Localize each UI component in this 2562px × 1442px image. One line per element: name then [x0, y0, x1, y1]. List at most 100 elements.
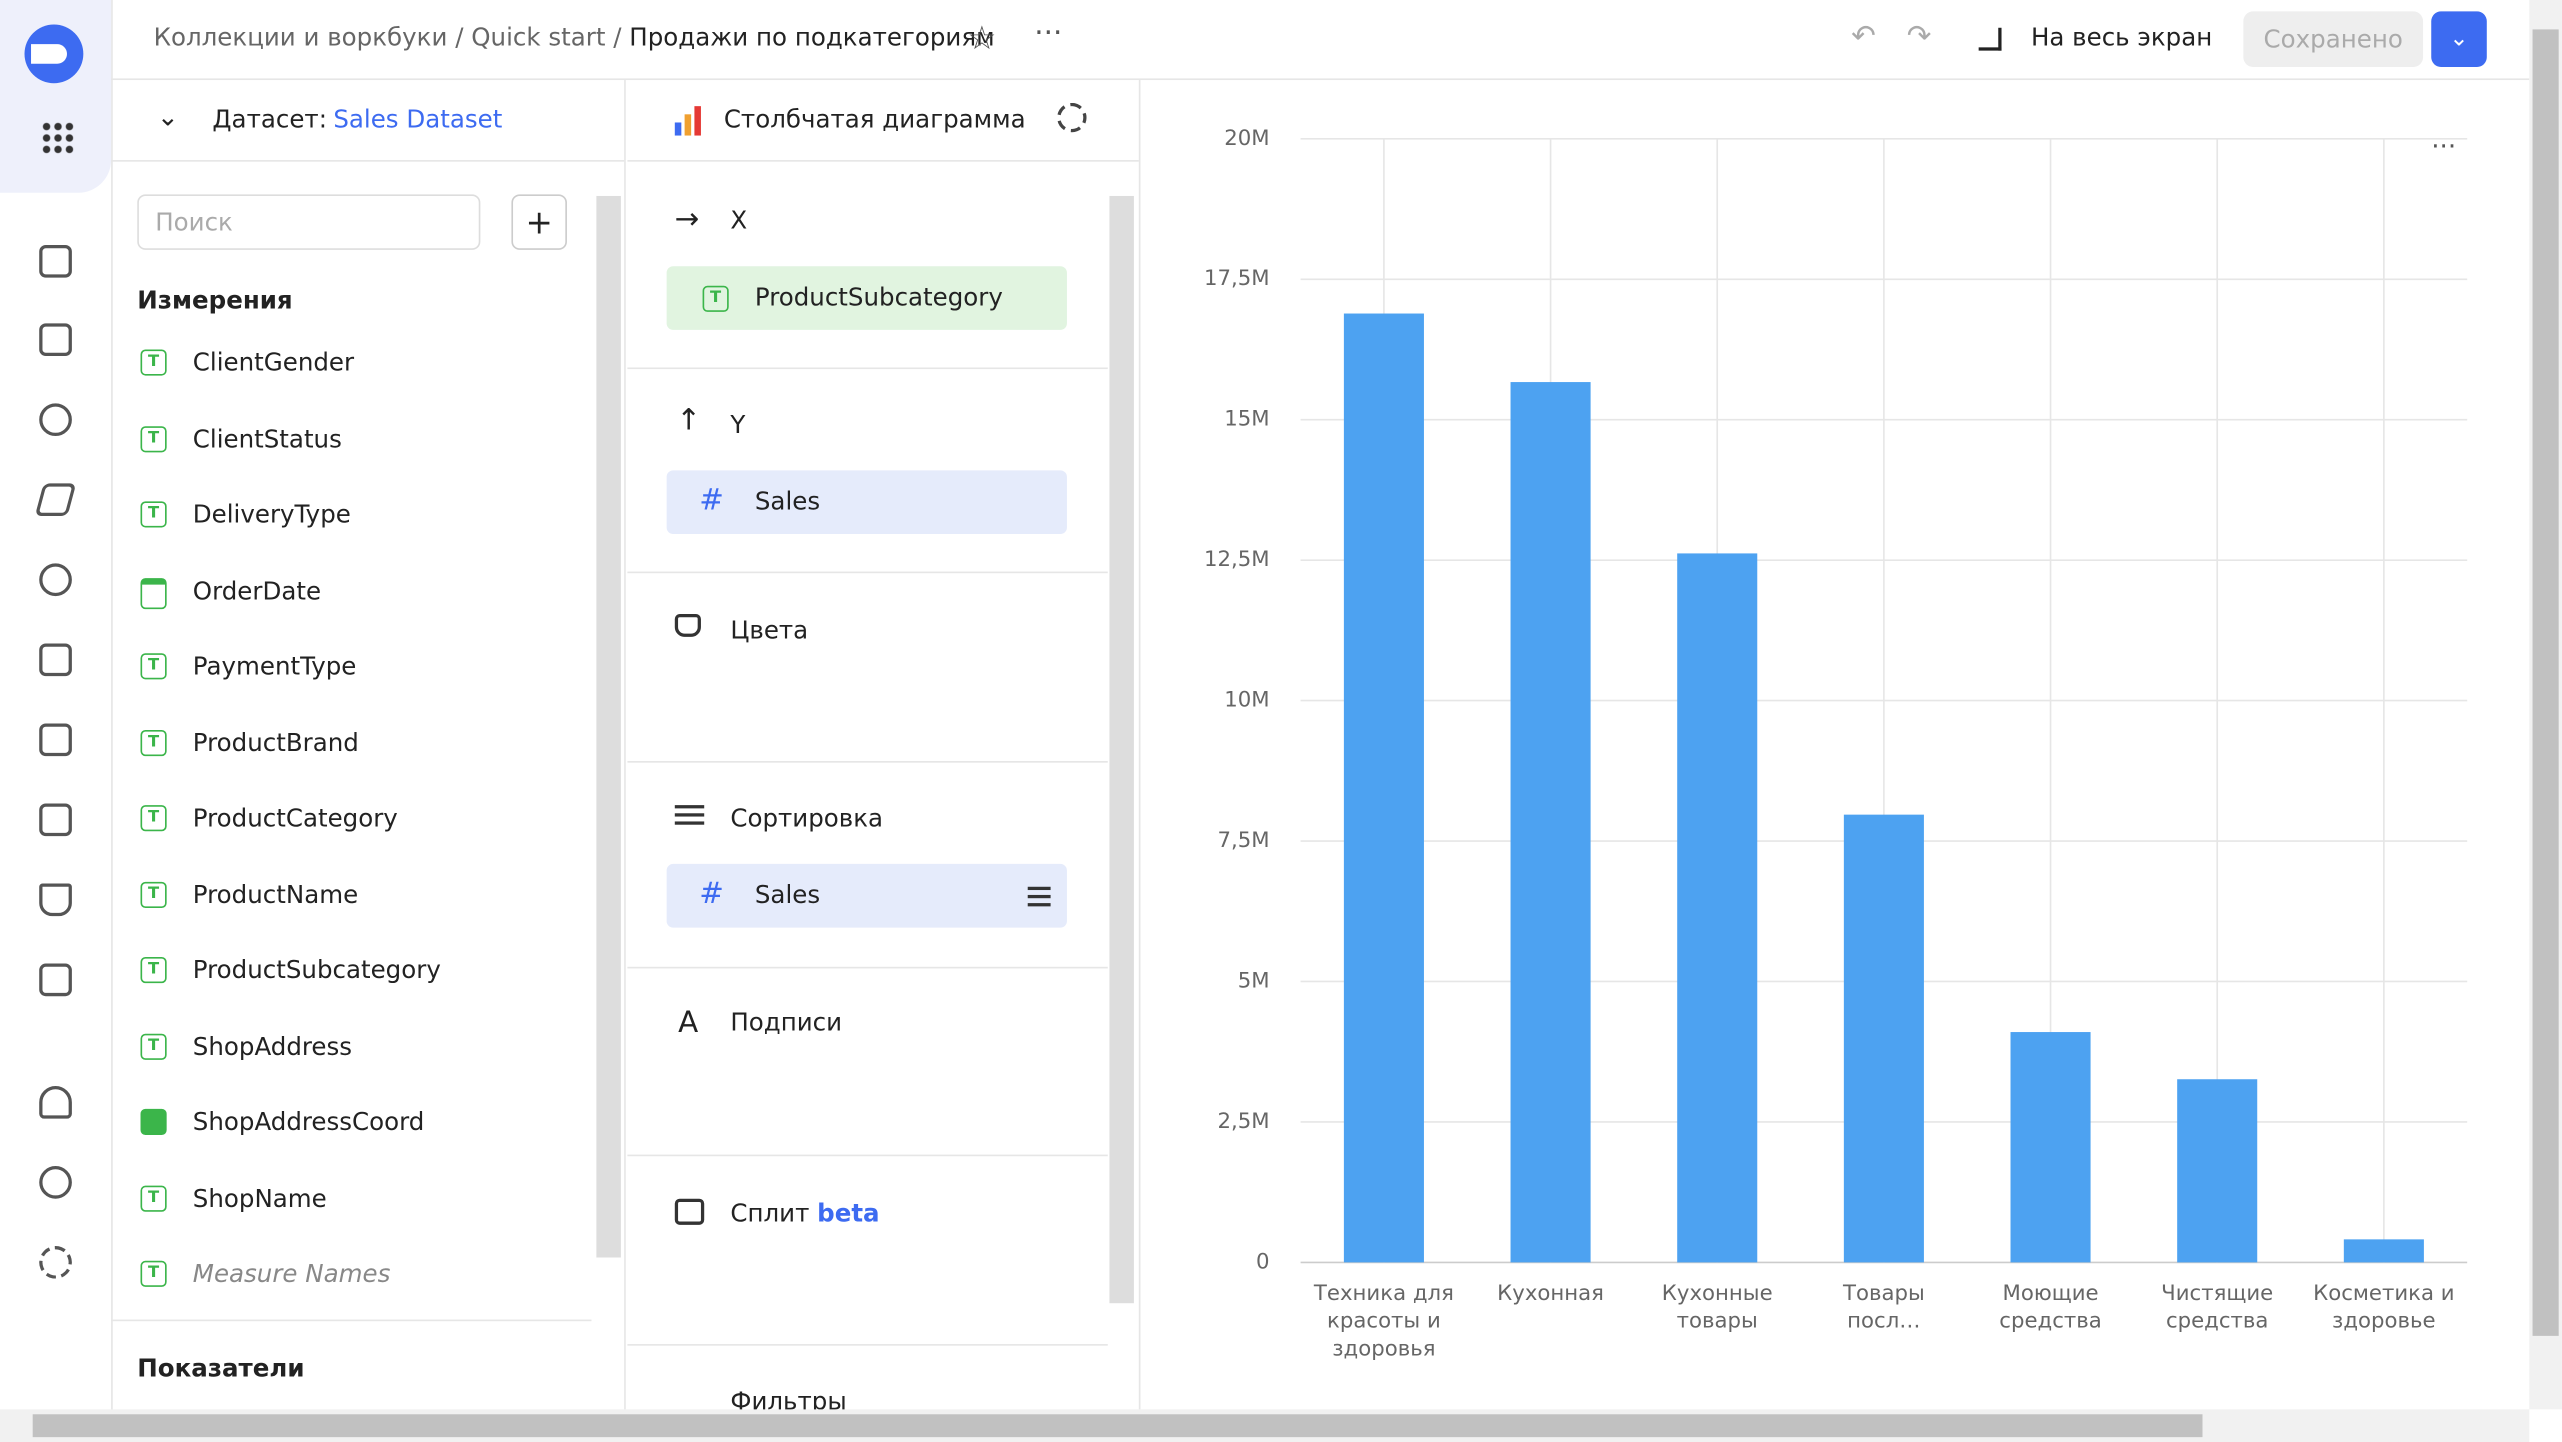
bar — [2177, 1079, 2258, 1263]
dataset-label: Датасет: — [212, 104, 327, 134]
bar — [1510, 382, 1591, 1263]
nav-icon[interactable] — [39, 403, 72, 437]
field-icon: T — [140, 501, 167, 528]
split-title: Сплит — [730, 1198, 810, 1229]
scrollbar[interactable] — [596, 195, 621, 1258]
x-tick-label: Косметика и здоровье — [2313, 1281, 2455, 1335]
nav-rail — [0, 0, 113, 1442]
divider — [111, 1319, 592, 1322]
page-title: Продажи по подкатегориям — [629, 22, 995, 53]
scrollbar[interactable] — [1109, 195, 1134, 1304]
split-icon — [674, 1198, 705, 1225]
field-name[interactable]: ShopAddressCoord — [192, 1107, 425, 1137]
field-name[interactable]: ClientStatus — [192, 423, 342, 454]
field-name[interactable]: Measure Names — [192, 1259, 391, 1289]
field-icon — [140, 1108, 167, 1136]
beta-badge: beta — [817, 1198, 880, 1229]
category-labels: Техника для красоты и здоровья Кухонная Ку… — [1140, 82, 2529, 1410]
nav-icon[interactable] — [39, 723, 72, 757]
field-icon: T — [140, 1260, 167, 1287]
chart: 0 2,5M 5M 7,5M 10M 12,5M 15M 17,5M 20M — [1204, 126, 2468, 1274]
panel-border — [1138, 80, 1141, 1410]
x-tick-label: Моющие средства — [1999, 1281, 2102, 1335]
nav-icon[interactable] — [39, 323, 72, 357]
breadcrumbs: Коллекции и воркбуки / Quick start / Про… — [153, 22, 995, 53]
y-section-title: Y — [730, 409, 746, 440]
field-name[interactable]: ShopAddress — [192, 1031, 353, 1061]
h-scroll-track — [0, 1409, 2530, 1442]
x-tick-label: Кухонные товары — [1661, 1281, 1773, 1335]
labels-icon: A — [678, 1005, 699, 1041]
divider — [627, 367, 1108, 370]
panel-border — [627, 160, 1139, 162]
search-input[interactable]: Поиск — [137, 194, 481, 250]
bar — [2343, 1239, 2424, 1263]
field-icon: T — [140, 805, 167, 832]
undo-icon[interactable]: ↶ — [1851, 19, 1876, 54]
field-name[interactable]: ShopName — [192, 1183, 327, 1213]
nav-icon[interactable] — [39, 883, 72, 917]
fullscreen-icon — [1978, 27, 2002, 51]
apps-icon[interactable] — [40, 120, 74, 154]
field-icon: T — [140, 1184, 167, 1211]
x-tick-label: Товары посл… — [1842, 1281, 1925, 1335]
nav-icon[interactable] — [39, 963, 72, 997]
y-tick-label: 12,5M — [1204, 547, 1270, 572]
nav-icon[interactable] — [39, 244, 72, 278]
fullscreen-button[interactable]: На весь экран — [2030, 22, 2213, 53]
x-field[interactable]: T ProductSubcategory — [666, 266, 1067, 330]
field-icon: T — [140, 729, 167, 756]
dataset-name[interactable]: Sales Dataset — [333, 104, 503, 134]
x-icon: → — [674, 202, 700, 237]
field-name[interactable]: ProductBrand — [192, 727, 359, 757]
field-icon: T — [140, 653, 167, 680]
field-icon: T — [140, 425, 167, 452]
dimensions-title: Измерения — [137, 285, 293, 316]
x-tick-label: Техника для красоты и здоровья — [1313, 1281, 1454, 1363]
chart-type[interactable]: Столбчатая диаграмма — [723, 104, 1026, 134]
settings-icon[interactable] — [1057, 102, 1087, 133]
x-tick-label: Кухонная — [1497, 1281, 1604, 1307]
notifications-icon[interactable] — [39, 1086, 72, 1119]
field-name[interactable]: PaymentType — [192, 651, 357, 682]
nav-icon[interactable] — [39, 643, 72, 677]
field-icon: T — [140, 1032, 167, 1060]
field-name[interactable]: ProductCategory — [192, 803, 398, 833]
sort-field-name: Sales — [754, 880, 821, 910]
y-tick-label: 0 — [1256, 1249, 1270, 1274]
v-scroll-track — [2529, 0, 2562, 1410]
colors-icon — [674, 614, 701, 637]
sort-field[interactable]: # Sales — [666, 863, 1067, 928]
field-name[interactable]: ClientGender — [192, 347, 355, 378]
save-button[interactable]: Сохранено — [2243, 11, 2424, 67]
nav-icon[interactable] — [39, 563, 72, 597]
field-icon: T — [140, 881, 167, 908]
field-name[interactable]: DeliveryType — [192, 499, 351, 530]
colors-section-title: Цвета — [730, 615, 809, 646]
field-name[interactable]: OrderDate — [192, 575, 322, 606]
field-name[interactable]: ProductSubcategory — [192, 955, 441, 985]
more-icon[interactable]: ··· — [1034, 16, 1063, 51]
logo[interactable] — [24, 24, 84, 84]
labels-section-title: Подписи — [730, 1007, 843, 1038]
y-field[interactable]: # Sales — [666, 470, 1067, 535]
add-button[interactable]: + — [511, 194, 567, 250]
h-scroll-thumb[interactable] — [32, 1414, 2203, 1438]
nav-icon[interactable] — [39, 803, 72, 837]
favorite-icon[interactable]: ☆ — [967, 17, 997, 58]
field-name[interactable]: ProductName — [192, 879, 359, 909]
redo-icon[interactable]: ↷ — [1906, 19, 1932, 54]
bar — [1843, 814, 1924, 1263]
save-menu-button[interactable]: ⌄ — [2431, 11, 2487, 67]
settings-icon[interactable] — [39, 1246, 72, 1279]
x-tick-label: Чистящие средства — [2161, 1281, 2274, 1335]
breadcrumb[interactable]: Коллекции и воркбуки — [153, 22, 448, 53]
breadcrumb[interactable]: Quick start — [471, 22, 606, 53]
panel-border — [624, 80, 626, 1410]
collapse-icon[interactable]: ⌄ — [156, 101, 179, 133]
chart-menu[interactable]: ··· — [2431, 130, 2457, 162]
split-section-title: Сплит beta — [730, 1199, 879, 1228]
y-icon: ↑ — [676, 403, 702, 438]
help-icon[interactable] — [39, 1166, 72, 1199]
field-icon — [140, 577, 167, 609]
